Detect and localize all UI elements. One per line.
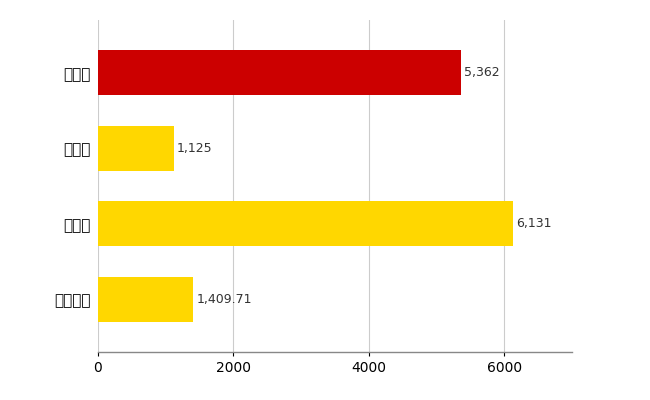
- Text: 6,131: 6,131: [517, 217, 552, 230]
- Bar: [98, 126, 174, 171]
- Text: 5,362: 5,362: [464, 66, 500, 79]
- Bar: [98, 276, 193, 322]
- Bar: [98, 50, 461, 96]
- Text: 1,409.71: 1,409.71: [196, 293, 252, 306]
- Text: 1,125: 1,125: [177, 142, 213, 155]
- Bar: [98, 201, 513, 246]
